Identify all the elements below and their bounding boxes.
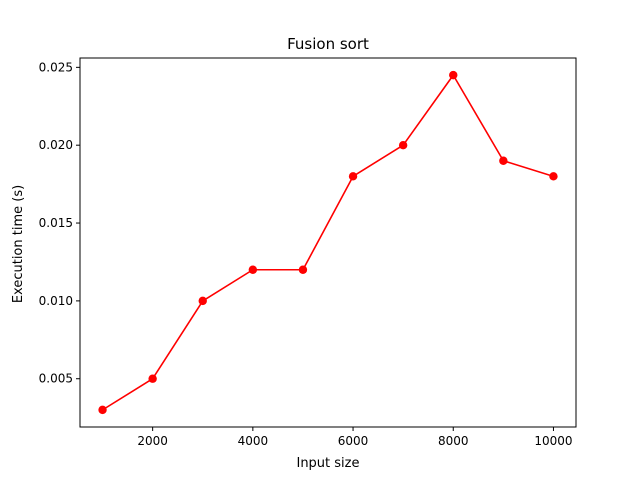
data-point — [499, 156, 508, 165]
y-tick-label: 0.010 — [39, 294, 73, 308]
data-point — [549, 172, 558, 181]
data-point — [98, 405, 107, 415]
x-tick-label: 10000 — [534, 434, 572, 448]
y-tick-label: 0.005 — [39, 372, 73, 386]
plot-frame — [79, 57, 577, 428]
y-tick-label: 0.020 — [39, 138, 73, 152]
chart-title: Fusion sort — [287, 35, 369, 53]
plot-area: 2000 4000 6000 8000 10000 0.005 0.010 0.015 0.02… — [39, 57, 577, 448]
data-point — [298, 265, 308, 274]
x-tick-label: 8000 — [438, 434, 469, 448]
x-tick-label: 2000 — [137, 434, 168, 448]
x-axis-label: Input size — [296, 456, 359, 471]
data-point — [248, 265, 258, 274]
y-axis-label: Execution time (s) — [11, 185, 26, 303]
y-tick-label: 0.015 — [39, 216, 73, 230]
y-tick-label: 0.025 — [39, 60, 73, 74]
data-point — [398, 140, 408, 150]
data-point — [148, 374, 157, 383]
data-point — [198, 296, 207, 306]
series-line — [102, 74, 554, 411]
x-tick-label: 6000 — [338, 434, 369, 448]
x-tick-label: 4000 — [238, 434, 269, 448]
data-point — [348, 172, 358, 181]
data-point — [449, 70, 458, 80]
